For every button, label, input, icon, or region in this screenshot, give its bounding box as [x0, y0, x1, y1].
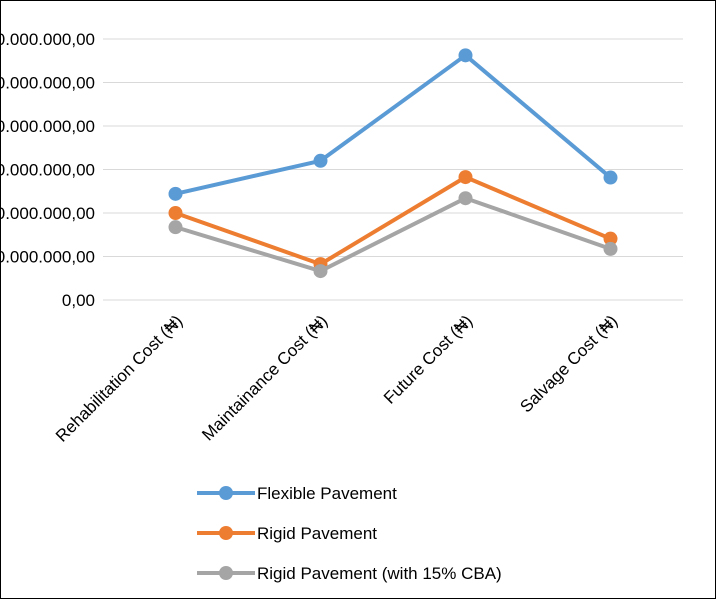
y-tick-label: 100.000.000,00 — [1, 74, 95, 93]
data-point — [458, 170, 473, 185]
x-tick-label: Rehabilitation Cost (₦) — [52, 311, 186, 445]
y-tick-label: 40.000.000,00 — [1, 204, 95, 223]
data-point — [168, 186, 183, 201]
legend-swatch-marker — [219, 486, 233, 500]
y-tick-label: 0,00 — [62, 291, 95, 310]
data-point — [603, 241, 618, 256]
legend-swatch-marker — [219, 526, 233, 540]
legend-label: Rigid Pavement (with 15% CBA) — [257, 564, 502, 583]
y-tick-label: 120.000.000,00 — [1, 30, 95, 49]
y-tick-label: 60.000.000,00 — [1, 161, 95, 180]
legend-label: Flexible Pavement — [257, 484, 397, 503]
series-line — [173, 196, 613, 274]
x-tick-label: Salvage Cost (₦) — [516, 311, 621, 416]
data-point — [458, 48, 473, 63]
data-point — [313, 264, 328, 279]
y-tick-label: 20.000.000,00 — [1, 248, 95, 267]
data-point — [603, 231, 618, 246]
x-tick-label: Maintainance Cost (₦) — [198, 311, 331, 444]
data-point — [168, 206, 183, 220]
x-tick-label: Future Cost (₦) — [380, 311, 476, 407]
legend-label: Rigid Pavement — [257, 524, 377, 543]
series-line — [173, 175, 613, 267]
data-point — [603, 170, 618, 185]
y-tick-label: 80.000.000,00 — [1, 117, 95, 136]
legend-swatch-marker — [219, 566, 233, 580]
data-point — [313, 153, 328, 168]
data-point — [168, 220, 183, 235]
data-point — [458, 191, 473, 206]
series-line — [173, 53, 613, 196]
